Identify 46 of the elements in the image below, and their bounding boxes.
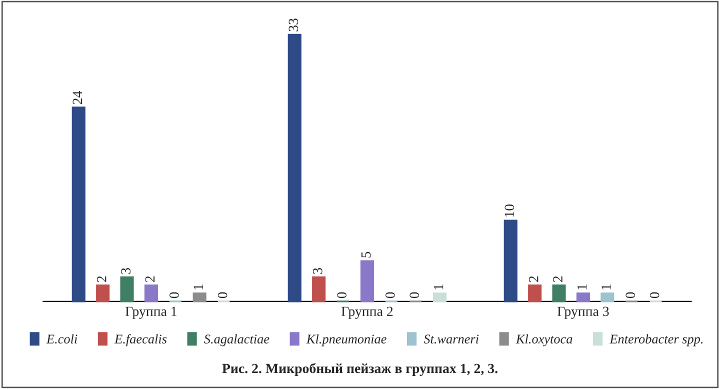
legend-label: S.agalactiae	[204, 334, 270, 346]
bar	[552, 284, 566, 302]
data-label: 0	[218, 292, 228, 298]
data-label: 10	[504, 204, 514, 217]
data-label: 24	[72, 91, 82, 104]
bar	[360, 260, 374, 302]
data-label: 3	[121, 268, 130, 274]
bar	[120, 276, 134, 302]
bar	[433, 292, 447, 302]
bar	[72, 106, 86, 302]
legend-label: Kl.oxytoca	[516, 334, 572, 346]
data-label: 0	[385, 292, 395, 298]
legend-label: Enterobacter spp.	[610, 334, 703, 346]
bar	[144, 284, 158, 302]
bar	[504, 220, 518, 302]
bar	[192, 292, 206, 302]
x-tick-label: Группа 2	[341, 306, 393, 319]
legend-label: St.warneri	[424, 334, 479, 344]
data-label: 3	[312, 268, 322, 274]
data-label: 5	[361, 252, 371, 258]
bar	[96, 284, 110, 302]
data-label: 1	[602, 284, 611, 290]
legend-label: E.coli	[46, 334, 78, 344]
bar	[312, 276, 326, 302]
data-label: 1	[434, 284, 444, 290]
legend-label: Kl.pneumoniae	[306, 334, 386, 346]
data-label: 0	[626, 292, 636, 298]
data-label: 2	[528, 276, 538, 282]
x-tick-label: Группа 1	[125, 306, 177, 319]
data-label: 0	[410, 292, 420, 298]
legend-label: E.faecalis	[114, 334, 167, 346]
data-label: 2	[96, 276, 106, 282]
data-label: 1	[194, 284, 203, 290]
data-label: 0	[169, 292, 179, 298]
bar	[576, 292, 590, 302]
data-label: 2	[553, 276, 562, 282]
bar	[528, 284, 542, 302]
data-label: 2	[145, 276, 155, 282]
data-label: 1	[577, 284, 587, 290]
data-label: 0	[337, 292, 346, 298]
data-label: 0	[650, 292, 660, 298]
text: Рис. 2. Микробный пейзаж в группах 1, 2, 3.	[222, 363, 498, 376]
x-tick-label: Группа 3	[557, 306, 609, 319]
bar	[600, 292, 614, 302]
data-label: 33	[288, 18, 298, 32]
bar	[288, 34, 302, 302]
